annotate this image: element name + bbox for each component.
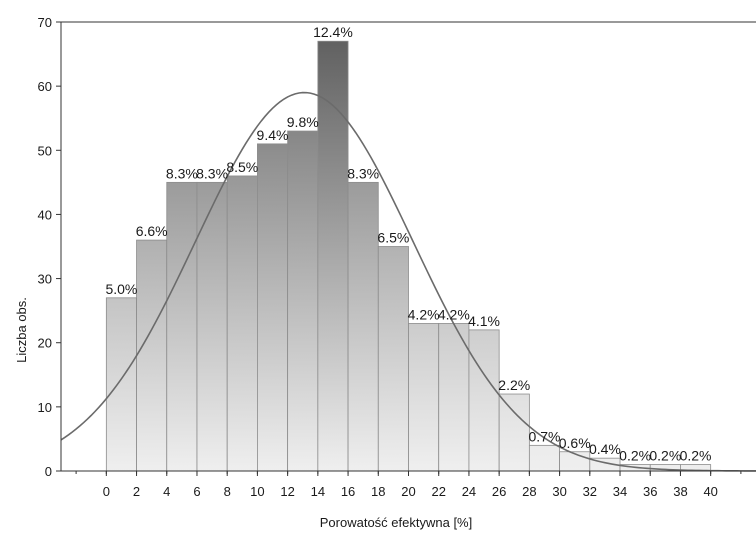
bar-data-label: 5.0% bbox=[105, 281, 137, 297]
histogram-bar bbox=[287, 130, 319, 472]
histogram-bar bbox=[105, 297, 137, 472]
bar-data-label: 0.7% bbox=[529, 428, 561, 444]
y-tick-label: 70 bbox=[38, 15, 52, 30]
bar-data-label: 0.6% bbox=[559, 435, 591, 451]
x-tick-label: 28 bbox=[522, 484, 536, 499]
bar-data-label: 8.5% bbox=[226, 159, 258, 175]
y-tick-label: 20 bbox=[38, 336, 52, 351]
histogram-bar bbox=[468, 329, 500, 472]
x-tick-label: 34 bbox=[613, 484, 627, 499]
x-tick-label: 16 bbox=[341, 484, 355, 499]
histogram-bar bbox=[528, 444, 560, 472]
x-tick-label: 20 bbox=[401, 484, 415, 499]
x-tick-label: 18 bbox=[371, 484, 385, 499]
histogram-bar bbox=[196, 181, 228, 472]
histogram-bar bbox=[347, 181, 379, 472]
y-tick-label: 40 bbox=[38, 207, 52, 222]
bar-data-label: 9.4% bbox=[257, 127, 289, 143]
x-axis-title: Porowatość efektywna [%] bbox=[320, 515, 472, 530]
bar-data-label: 12.4% bbox=[313, 24, 353, 40]
bar-data-label: 6.6% bbox=[136, 223, 168, 239]
bar-data-label: 8.3% bbox=[166, 165, 198, 181]
histogram-bar bbox=[377, 246, 409, 472]
x-tick-label: 26 bbox=[492, 484, 506, 499]
bar-data-label: 4.1% bbox=[468, 313, 500, 329]
y-axis-title: Liczba obs. bbox=[14, 297, 29, 363]
y-tick-label: 30 bbox=[38, 272, 52, 287]
bar-data-label: 0.2% bbox=[619, 448, 651, 464]
y-tick-label: 60 bbox=[38, 79, 52, 94]
x-tick-label: 24 bbox=[462, 484, 476, 499]
x-tick-label: 14 bbox=[311, 484, 325, 499]
y-tick-label: 50 bbox=[38, 143, 52, 158]
bars-layer bbox=[105, 40, 712, 472]
x-tick-label: 32 bbox=[583, 484, 597, 499]
bar-data-label: 8.3% bbox=[196, 165, 228, 181]
bar-data-label: 4.2% bbox=[438, 306, 470, 322]
histogram-bar bbox=[166, 181, 198, 472]
bar-data-label: 0.4% bbox=[589, 441, 621, 457]
x-tick-label: 38 bbox=[673, 484, 687, 499]
x-tick-label: 8 bbox=[224, 484, 231, 499]
bar-data-label: 6.5% bbox=[377, 230, 409, 246]
x-tick-label: 12 bbox=[280, 484, 294, 499]
bar-data-label: 0.2% bbox=[680, 448, 712, 464]
x-tick-label: 2 bbox=[133, 484, 140, 499]
bar-data-label: 4.2% bbox=[408, 306, 440, 322]
histogram-bar bbox=[408, 323, 440, 472]
bar-data-label: 0.2% bbox=[649, 448, 681, 464]
bar-data-label: 2.2% bbox=[498, 377, 530, 393]
x-tick-label: 4 bbox=[163, 484, 170, 499]
bar-labels-layer: 5.0%6.6%8.3%8.3%8.5%9.4%9.8%12.4%8.3%6.5… bbox=[105, 24, 711, 463]
x-tick-label: 10 bbox=[250, 484, 264, 499]
x-tick-label: 30 bbox=[552, 484, 566, 499]
x-tick-label: 36 bbox=[643, 484, 657, 499]
histogram-bar bbox=[226, 175, 258, 472]
y-tick-label: 0 bbox=[45, 464, 52, 479]
x-tick-label: 40 bbox=[703, 484, 717, 499]
x-tick-label: 6 bbox=[193, 484, 200, 499]
histogram-bar bbox=[438, 323, 470, 472]
histogram-bar bbox=[136, 239, 168, 472]
histogram-bar bbox=[498, 393, 530, 472]
bar-data-label: 9.8% bbox=[287, 114, 319, 130]
histogram-bar bbox=[257, 143, 289, 472]
bar-data-label: 8.3% bbox=[347, 165, 379, 181]
normal-curve bbox=[60, 91, 756, 472]
x-tick-label: 22 bbox=[431, 484, 445, 499]
histogram-bar bbox=[317, 40, 349, 472]
x-tick-label: 0 bbox=[103, 484, 110, 499]
y-tick-label: 10 bbox=[38, 400, 52, 415]
